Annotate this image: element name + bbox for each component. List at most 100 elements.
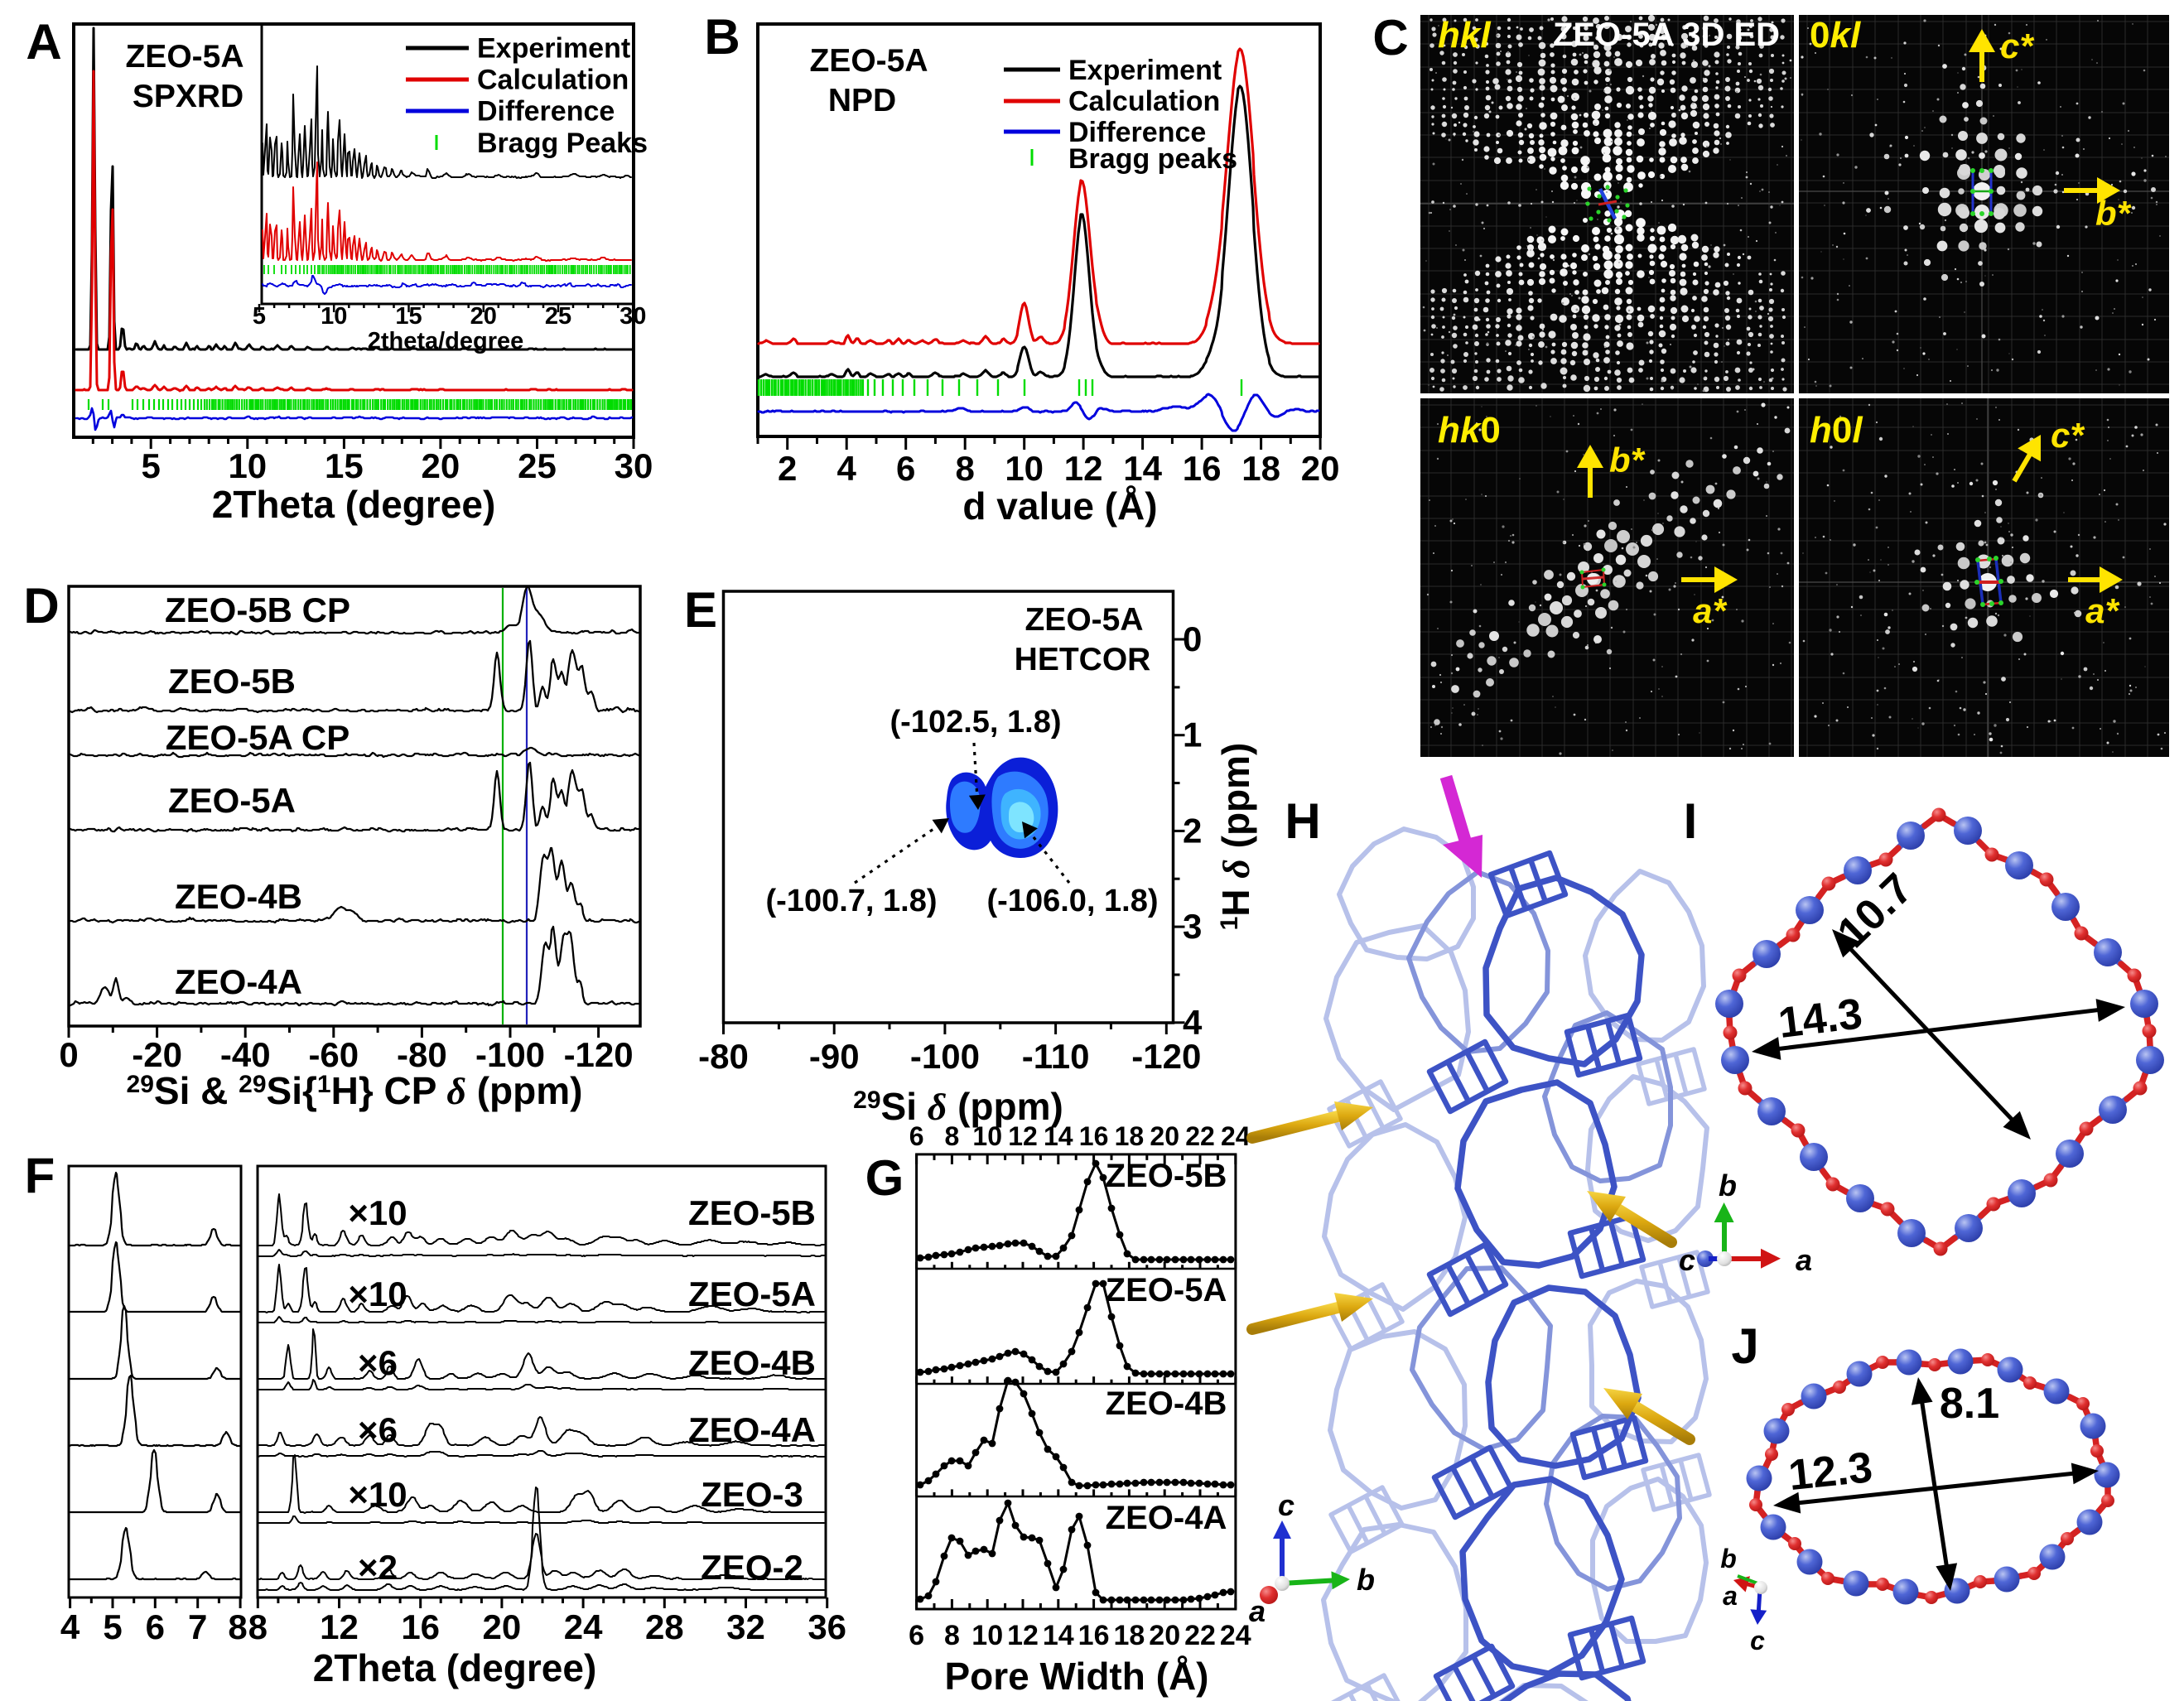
svg-text:14: 14 [1044,1121,1073,1151]
svg-text:×2: ×2 [358,1548,398,1587]
svg-text:12: 12 [1008,1121,1038,1151]
svg-text:18: 18 [1241,449,1280,488]
svg-text:-20: -20 [132,1035,182,1074]
svg-text:-60: -60 [308,1035,359,1074]
svg-text:12.3: 12.3 [1786,1443,1875,1500]
svg-text:Experiment: Experiment [477,33,630,65]
svg-text:0: 0 [1183,619,1202,658]
svg-text:-80: -80 [397,1035,447,1074]
svg-text:Calculation: Calculation [1068,86,1220,118]
svg-text:28: 28 [645,1607,684,1646]
svg-text:Pore Width (Å): Pore Width (Å) [945,1655,1209,1698]
svg-text:Bragg peaks: Bragg peaks [1068,143,1237,175]
svg-text:22: 22 [1184,1620,1216,1651]
svg-text:a: a [1723,1581,1738,1611]
svg-text:20: 20 [422,446,460,485]
svg-text:HETCOR: HETCOR [1015,642,1151,677]
svg-text:×6: ×6 [358,1343,398,1382]
svg-text:14: 14 [1043,1620,1074,1651]
svg-text:ZEO-5A: ZEO-5A [688,1275,816,1313]
svg-text:a: a [1796,1243,1812,1277]
svg-text:15: 15 [395,303,422,330]
svg-text:20: 20 [1150,1121,1179,1151]
svg-text:b: b [1720,1544,1737,1573]
svg-text:C: C [1372,10,1408,65]
svg-text:Experiment: Experiment [1068,55,1222,86]
svg-text:16: 16 [1183,449,1222,488]
svg-text:7: 7 [188,1607,207,1646]
svg-text:d value (Å): d value (Å) [962,484,1157,528]
svg-text:J: J [1731,1318,1758,1374]
svg-text:18: 18 [1115,1121,1145,1151]
svg-text:(-106.0, 1.8): (-106.0, 1.8) [987,884,1159,918]
svg-text:SPXRD: SPXRD [133,79,243,114]
svg-text:(-102.5, 1.8): (-102.5, 1.8) [890,705,1062,740]
svg-text:E: E [684,582,717,638]
svg-text:18: 18 [1113,1620,1145,1651]
svg-text:16: 16 [1078,1620,1110,1651]
svg-text:b*: b* [2095,194,2132,233]
svg-text:8: 8 [956,449,975,488]
svg-text:×6: ×6 [358,1410,398,1449]
svg-text:6: 6 [146,1607,165,1646]
svg-text:14: 14 [1123,449,1162,488]
svg-text:I: I [1684,793,1698,849]
svg-text:ZEO-5B: ZEO-5B [688,1193,816,1232]
svg-text:14.3: 14.3 [1776,990,1865,1048]
svg-text:16: 16 [401,1607,440,1646]
svg-text:ZEO-4B: ZEO-4B [688,1343,816,1382]
svg-text:c: c [1750,1626,1765,1655]
svg-text:a: a [1249,1594,1266,1628]
svg-text:c: c [1278,1488,1294,1522]
svg-text:ZEO-2: ZEO-2 [701,1548,803,1587]
svg-text:10: 10 [1005,449,1044,488]
svg-text:2: 2 [1183,811,1202,850]
svg-text:ZEO-5A: ZEO-5A [168,781,296,820]
svg-text:10: 10 [228,446,267,485]
svg-text:G: G [865,1150,904,1206]
svg-text:c: c [1679,1243,1695,1277]
svg-text:-120: -120 [564,1035,634,1074]
svg-text:5: 5 [253,303,266,330]
svg-text:5: 5 [103,1607,122,1646]
svg-text:20: 20 [470,303,497,330]
svg-text:Bragg Peaks: Bragg Peaks [477,128,648,159]
svg-text:F: F [25,1148,55,1203]
svg-text:12: 12 [320,1607,359,1646]
svg-text:4: 4 [837,449,857,488]
svg-text:×10: ×10 [348,1475,407,1514]
svg-text:Difference: Difference [1068,117,1206,148]
svg-text:25: 25 [545,303,571,330]
svg-text:hkl: hkl [1438,15,1491,55]
svg-text:Calculation: Calculation [477,65,629,96]
svg-text:32: 32 [726,1607,765,1646]
svg-text:ZEO-4B: ZEO-4B [1106,1385,1227,1422]
svg-text:25: 25 [518,446,557,485]
svg-text:2: 2 [778,449,797,488]
svg-text:20: 20 [1149,1620,1180,1651]
svg-text:6: 6 [896,449,915,488]
svg-text:3: 3 [1183,907,1202,946]
svg-text:24: 24 [1221,1121,1251,1151]
svg-text:A: A [26,14,61,70]
svg-text:6: 6 [909,1620,924,1651]
svg-text:4: 4 [60,1607,80,1646]
svg-text:B: B [704,9,740,65]
svg-text:6: 6 [909,1121,924,1151]
svg-text:ZEO-5B: ZEO-5B [1106,1158,1227,1194]
svg-text:-110: -110 [1022,1037,1090,1076]
svg-text:-100: -100 [475,1035,545,1074]
svg-text:-40: -40 [220,1035,271,1074]
svg-text:c*: c* [2051,416,2085,455]
svg-text:36: 36 [808,1607,846,1646]
svg-text:10: 10 [321,303,347,330]
svg-text:ZEO-5A: ZEO-5A [809,43,928,79]
svg-text:5: 5 [142,446,161,485]
svg-text:12: 12 [1064,449,1103,488]
svg-text:ZEO-4B: ZEO-4B [175,877,302,916]
svg-text:12: 12 [1007,1620,1039,1651]
svg-text:2theta/degree: 2theta/degree [368,328,524,354]
svg-text:8: 8 [248,1607,268,1646]
svg-text:8.1: 8.1 [1940,1380,1999,1428]
svg-text:b*: b* [1609,441,1646,479]
